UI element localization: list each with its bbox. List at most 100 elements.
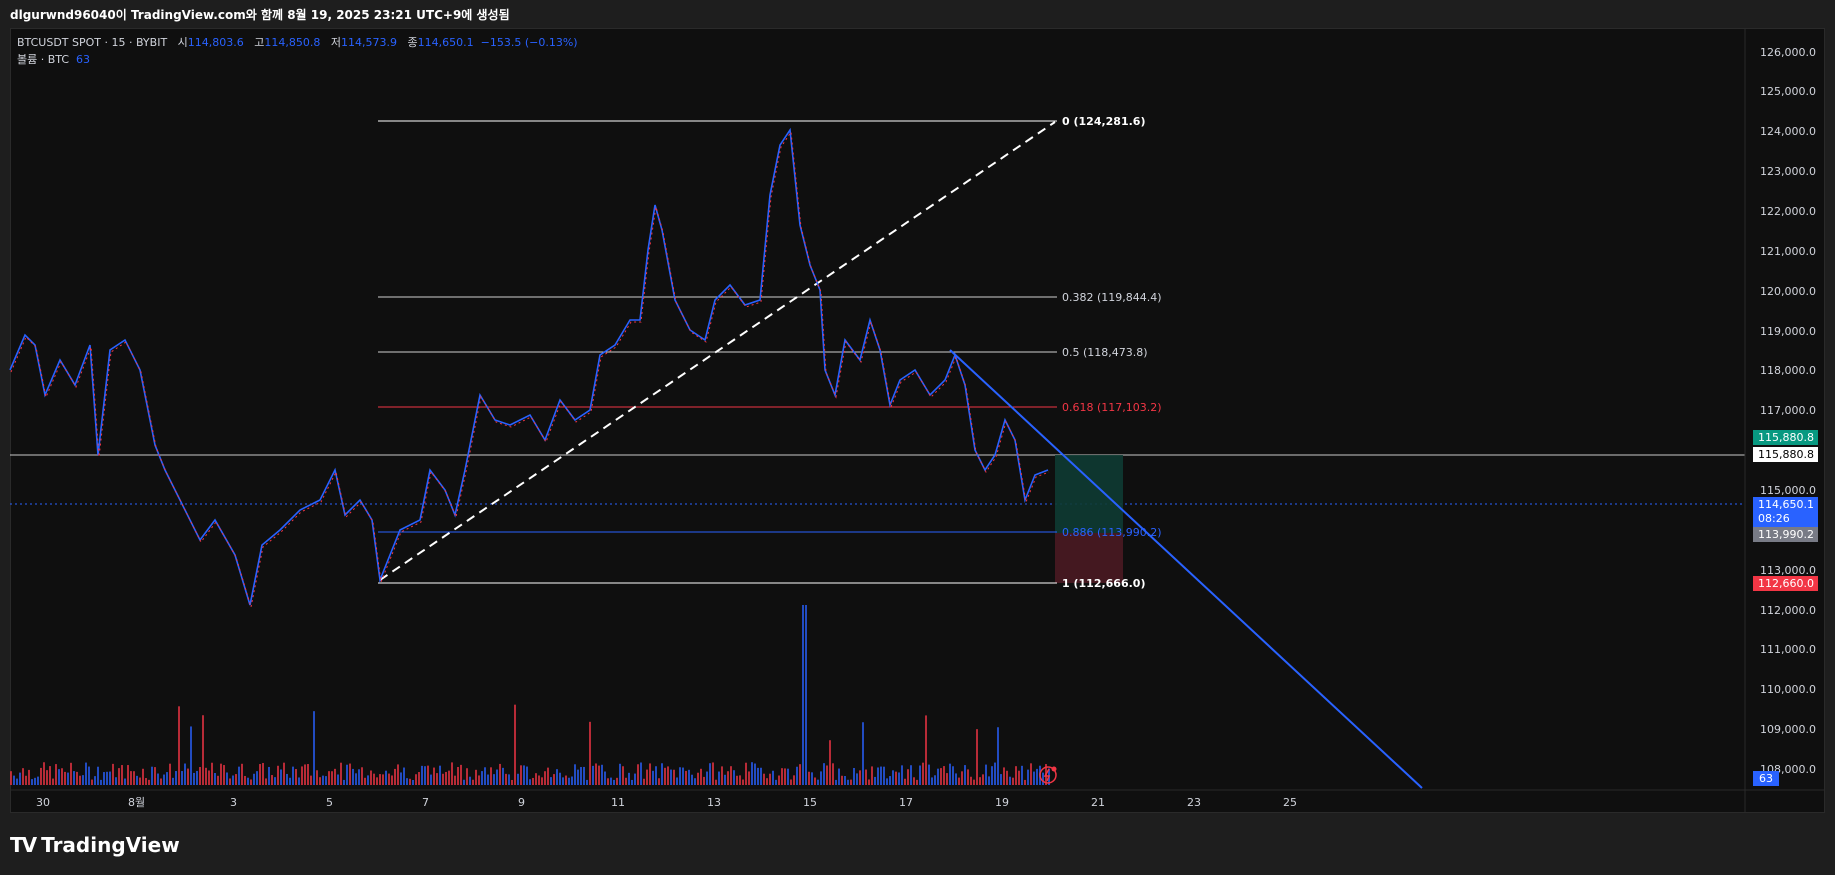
price-tick: 125,000.0	[1760, 85, 1816, 98]
volume-bar	[748, 771, 750, 785]
volume-bar	[16, 778, 18, 785]
volume-bar	[754, 763, 756, 785]
volume-bar	[820, 771, 822, 785]
volume-bar	[100, 779, 102, 785]
volume-bar	[355, 773, 357, 785]
volume-bar	[340, 762, 342, 785]
volume-bar	[643, 778, 645, 785]
date-tick: 7	[422, 796, 429, 809]
price-tick: 120,000.0	[1760, 285, 1816, 298]
volume-bar	[877, 767, 879, 785]
volume-bar	[892, 770, 894, 785]
volume-bar	[358, 769, 360, 785]
volume-bar	[979, 777, 981, 785]
volume-bar	[55, 764, 57, 785]
position-loss-zone[interactable]	[1055, 533, 1123, 583]
fib-retracement[interactable]	[378, 120, 1057, 584]
chart-pane[interactable]	[10, 28, 1825, 813]
volume-bar	[685, 770, 687, 785]
volume-bar	[382, 774, 384, 785]
volume-bar	[445, 771, 447, 785]
volume-bar	[616, 777, 618, 785]
volume-bar	[598, 765, 600, 785]
volume-bar	[526, 766, 528, 785]
volume-bar	[97, 766, 99, 785]
volume-bar	[760, 767, 762, 785]
price-axis[interactable]: 126,000.0 125,000.0 124,000.0 123,000.0 …	[1760, 46, 1816, 776]
volume-bar	[796, 766, 798, 785]
volume-bar	[241, 763, 243, 785]
volume-bar	[724, 774, 726, 785]
volume-bar	[916, 779, 918, 785]
volume-bar	[538, 775, 540, 785]
descending-trendline[interactable]	[949, 349, 1423, 789]
volume-bar	[37, 776, 39, 785]
volume-bar	[145, 778, 147, 785]
price-series[interactable]	[9, 127, 1050, 608]
volume-legend[interactable]: 볼륨 · BTC 63	[17, 51, 90, 67]
volume-bar	[679, 767, 681, 785]
alert-icon[interactable]	[1039, 766, 1057, 784]
volume-bar	[244, 775, 246, 785]
volume-bar	[949, 763, 951, 785]
volume-bar	[520, 765, 522, 785]
volume-bar	[400, 772, 402, 785]
volume-bar	[448, 770, 450, 785]
symbol-name[interactable]: BTCUSDT SPOT · 15 · BYBIT	[17, 36, 168, 49]
volume-bar	[1006, 770, 1008, 785]
volume-bar	[814, 777, 816, 785]
volume-bar	[1042, 772, 1044, 785]
change-value: −153.5 (−0.13%)	[480, 36, 578, 49]
price-tick: 122,000.0	[1760, 205, 1816, 218]
volume-bar	[589, 721, 591, 785]
fib-label-0: 0 (124,281.6)	[1062, 115, 1145, 128]
position-profit-zone[interactable]	[1055, 455, 1123, 533]
volume-bar	[895, 771, 897, 785]
date-tick: 8월	[128, 796, 145, 809]
volume-bar	[10, 771, 12, 785]
volume-bar	[64, 771, 66, 785]
current-price-badge: 114,650.1 08:26	[1753, 497, 1818, 527]
volume-bar	[430, 774, 432, 785]
volume-bar	[592, 765, 594, 785]
volume-bar	[412, 779, 414, 785]
volume-bar	[391, 775, 393, 785]
volume-bar	[367, 775, 369, 785]
volume-bar	[286, 773, 288, 785]
volume-bar	[43, 762, 45, 785]
volume-bar	[487, 774, 489, 785]
volume-bar	[310, 775, 312, 785]
volume-bar	[925, 715, 927, 785]
volume-bar	[139, 777, 141, 785]
date-tick: 23	[1187, 796, 1201, 809]
volume-bar	[481, 771, 483, 785]
volume-bar	[328, 771, 330, 785]
volume-bar	[505, 773, 507, 785]
volume-bar	[232, 775, 234, 785]
volume-bar	[142, 768, 144, 785]
symbol-legend[interactable]: BTCUSDT SPOT · 15 · BYBIT 시114,803.6 고11…	[17, 34, 578, 50]
fib-label-0382: 0.382 (119,844.4)	[1062, 291, 1162, 304]
volume-bar	[388, 773, 390, 785]
volume-bar	[808, 771, 810, 785]
entry-price-badge: 113,990.2	[1753, 527, 1818, 542]
time-axis[interactable]: 30 8월 3 5 7 9 11 13 15 17 19 21 23 25	[36, 796, 1297, 809]
volume-bar	[976, 729, 978, 785]
fib-label-0618: 0.618 (117,103.2)	[1062, 401, 1162, 414]
volume-bar	[259, 764, 261, 785]
volume-bar	[274, 777, 276, 785]
volume-bar	[61, 768, 63, 785]
fib-label-05: 0.5 (118,473.8)	[1062, 346, 1148, 359]
volume-bar	[622, 766, 624, 785]
volume-bar	[91, 779, 93, 785]
volume-label: 볼륨 · BTC	[17, 53, 70, 66]
volume-bar	[904, 778, 906, 785]
volume-bar	[577, 769, 579, 785]
volume-bar	[46, 770, 48, 785]
fib-trend-line[interactable]	[379, 121, 1056, 581]
volume-bar	[421, 765, 423, 785]
volume-bar	[112, 763, 114, 785]
volume-bar	[835, 779, 837, 785]
tradingview-logo[interactable]: TV TradingView	[10, 833, 180, 857]
